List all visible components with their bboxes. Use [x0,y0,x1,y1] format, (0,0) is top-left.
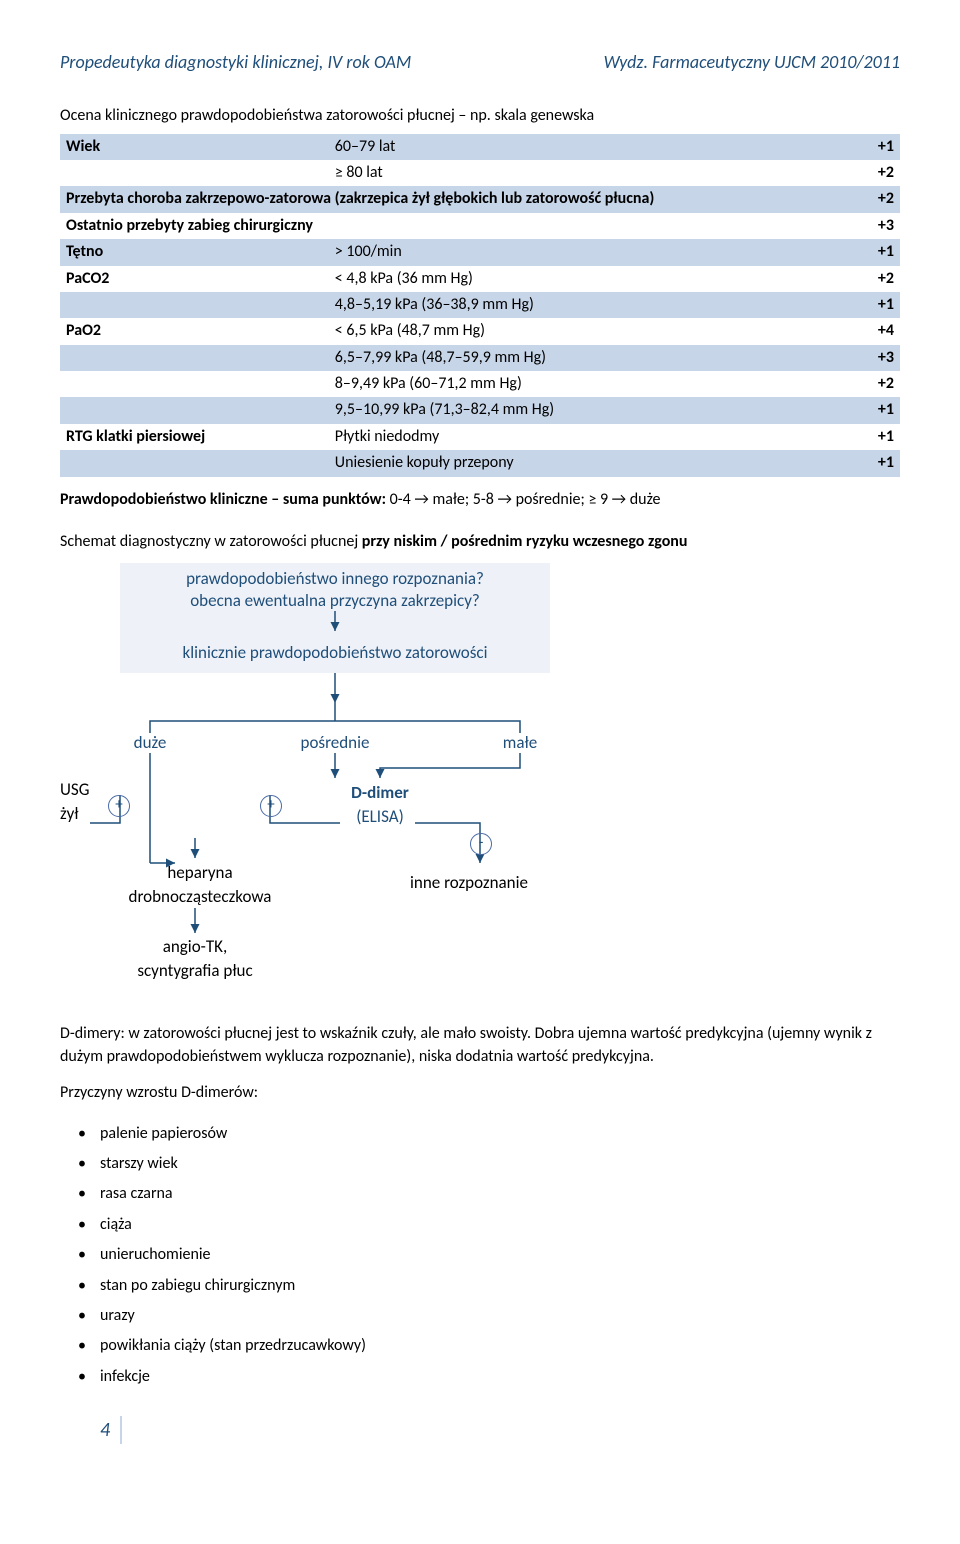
page-header: Propedeutyka diagnostyki klinicznej, IV … [60,50,900,75]
section-title: Ocena klinicznego prawdopodobieństwa zat… [60,105,900,127]
inne-label: inne rozpoznanie [410,871,528,895]
page-number: 4 [100,1416,122,1444]
causes-list: palenie papierosówstarszy wiekrasa czarn… [60,1119,900,1393]
summary-rest: 0-4 → małe; 5-8 → pośrednie; ≥ 9 → duże [390,490,661,509]
flowchart: prawdopodobieństwo innego rozpoznania? o… [60,563,600,1003]
list-item: starszy wiek [100,1149,900,1179]
list-item: unieruchomienie [100,1240,900,1270]
list-item: rasa czarna [100,1179,900,1209]
summary-bold: Prawdopodobieństwo kliniczne – suma punk… [60,490,386,509]
ddimer-label: D-dimer(ELISA) [340,781,420,829]
heparyna-label: heparynadrobnocząsteczkowa [120,861,280,909]
paragraph-causes: Przyczyny wzrostu D-dimerów: [60,1082,900,1104]
header-right: Wydz. Farmaceutyczny UJCM 2010/2011 [604,50,900,75]
header-left: Propedeutyka diagnostyki klinicznej, IV … [60,50,411,75]
list-item: powikłania ciąży (stan przedrzucawkowy) [100,1331,900,1361]
summary-line: Prawdopodobieństwo kliniczne – suma punk… [60,489,900,511]
list-item: palenie papierosów [100,1119,900,1149]
label-male: małe [490,731,550,755]
angio-label: angio-TK,scyntygrafia płuc [115,935,275,983]
list-item: ciąża [100,1210,900,1240]
usg-label: USGżył [60,778,89,826]
subhead-b: przy niskim / pośrednim ryzyku wczesnego… [362,532,688,551]
paragraph-ddimer: D-dimery: w zatorowości płucnej jest to … [60,1023,900,1068]
label-duze: duże [120,731,180,755]
subhead-a: Schemat diagnostyczny w zatorowości płuc… [60,532,362,551]
q3: klinicznie prawdopodobieństwo zatorowośc… [140,641,530,665]
schema-heading: Schemat diagnostyczny w zatorowości płuc… [60,531,900,553]
q2: obecna ewentualna przyczyna zakrzepicy? [140,589,530,613]
label-posrednie: pośrednie [290,731,380,755]
score-table: Wiek60–79 lat+1≥ 80 lat+2Przebyta chorob… [60,134,900,477]
list-item: infekcje [100,1362,900,1392]
q1: prawdopodobieństwo innego rozpoznania? [140,567,530,591]
list-item: urazy [100,1301,900,1331]
list-item: stan po zabiegu chirurgicznym [100,1271,900,1301]
